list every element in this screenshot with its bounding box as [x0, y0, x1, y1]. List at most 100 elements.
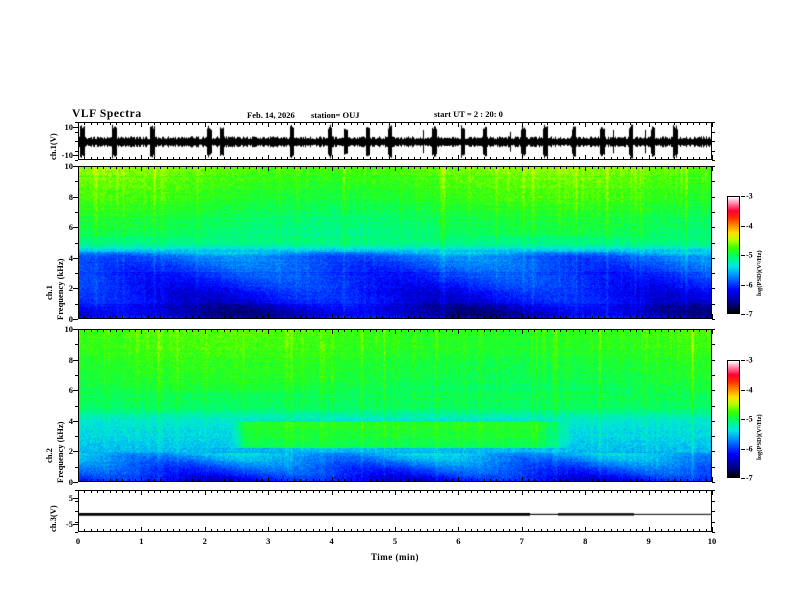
p2-xtick — [591, 316, 593, 319]
page-title: VLF Spectra — [72, 108, 142, 120]
ch3-wave-yminortick — [75, 500, 78, 502]
p3-xtick — [166, 479, 168, 482]
ch2-spec-yminortick-right — [712, 390, 715, 392]
p4-xtick — [261, 529, 263, 532]
p1-xtick — [395, 122, 396, 127]
p1-xtick — [122, 122, 124, 125]
p1-xtick — [369, 122, 371, 125]
p1-xtick — [414, 122, 416, 125]
p3-xtick — [705, 329, 707, 332]
p4-xtick — [712, 527, 713, 532]
cb2-tick — [741, 478, 745, 479]
p3-xtick — [331, 477, 333, 482]
p2-xtick — [261, 166, 263, 169]
ch1-spec-yminortick — [75, 181, 78, 183]
ch1-wave-yminortick-right — [712, 122, 715, 123]
p3-xtick — [667, 329, 669, 332]
p3-xtick — [661, 329, 663, 332]
p2-xtick — [654, 166, 656, 169]
p4-xtick — [654, 490, 656, 493]
p4-xtick — [122, 490, 124, 493]
p2-xtick — [509, 316, 511, 319]
x-axis-title: Time (min) — [370, 552, 420, 562]
p4-xtick — [375, 529, 377, 532]
p1-xtick — [350, 157, 352, 160]
p2-xtick — [673, 316, 675, 319]
p3-xtick — [230, 479, 232, 482]
p3-xtick — [534, 479, 536, 482]
p1-xtick — [382, 157, 384, 160]
p3-xtick — [680, 479, 682, 482]
p4-xtick — [692, 529, 694, 532]
cb2-tick-label: -6 — [746, 444, 753, 453]
ch1-spec-yminortick — [75, 273, 78, 275]
p1-xtick — [426, 157, 428, 160]
p3-xtick — [515, 329, 517, 332]
p1-xtick — [642, 122, 644, 125]
p3-xtick — [173, 329, 175, 332]
p4-xtick — [490, 529, 492, 532]
ch2-spec-yminortick-right — [712, 436, 715, 438]
p4-xtick — [597, 490, 599, 493]
p1-xtick — [401, 157, 403, 160]
p4-xtick — [198, 490, 200, 493]
p4-xtick — [363, 529, 365, 532]
p1-xtick — [154, 157, 156, 160]
p1-xtick — [268, 155, 270, 160]
p2-xtick — [680, 316, 682, 319]
p2-xtick — [629, 166, 631, 169]
p4-xtick — [369, 490, 371, 493]
p3-xtick — [287, 479, 289, 482]
p2-xtick — [534, 316, 536, 319]
p1-xtick — [559, 122, 561, 125]
p4-xtick — [540, 490, 542, 493]
p3-xtick — [483, 479, 485, 482]
p3-xtick — [452, 479, 454, 482]
cb1-tick-label: -4 — [746, 221, 753, 230]
p4-xtick — [502, 529, 504, 532]
p2-xtick — [369, 166, 371, 169]
p3-xtick — [350, 479, 352, 482]
p4-xtick — [699, 529, 701, 532]
p1-xtick — [204, 155, 206, 160]
p4-xtick — [414, 529, 416, 532]
p1-xtick — [629, 122, 631, 125]
p4-xtick — [616, 490, 618, 493]
p3-xtick — [369, 479, 371, 482]
p3-xtick — [185, 329, 187, 332]
p4-xtick — [395, 490, 396, 495]
p1-xtick — [439, 157, 441, 160]
p1-xtick — [299, 122, 301, 125]
p1-xtick — [223, 157, 225, 160]
p2-xtick — [490, 166, 492, 169]
p4-xtick — [90, 529, 92, 532]
ch1-spec-yminortick — [75, 196, 78, 198]
p4-xtick — [528, 490, 530, 493]
p3-xtick — [261, 329, 263, 332]
p1-xtick — [128, 157, 130, 160]
cb2-tick — [741, 419, 745, 420]
p2-xtick — [217, 316, 219, 319]
p2-xtick — [578, 166, 580, 169]
ch1-wave-yminortick — [75, 160, 78, 161]
p2-xtick — [540, 166, 542, 169]
p3-xtick — [426, 329, 428, 332]
p4-xtick — [464, 490, 466, 493]
p1-xtick — [135, 122, 137, 125]
p1-xtick — [477, 157, 479, 160]
p4-xtick — [97, 529, 99, 532]
p2-xtick — [692, 316, 694, 319]
p3-xtick — [635, 329, 637, 332]
p3-xtick — [312, 329, 314, 332]
p2-xtick — [103, 316, 105, 319]
p3-xtick — [388, 329, 390, 332]
ch2-spec-yminortick — [75, 466, 78, 468]
p4-xtick — [477, 529, 479, 532]
p2-xtick — [458, 166, 460, 171]
p4-xtick — [483, 529, 485, 532]
p1-xtick — [388, 157, 390, 160]
cb1-tick — [741, 225, 745, 227]
p2-xtick — [540, 316, 542, 319]
p3-xtick — [128, 479, 130, 482]
p2-xtick — [502, 166, 504, 169]
